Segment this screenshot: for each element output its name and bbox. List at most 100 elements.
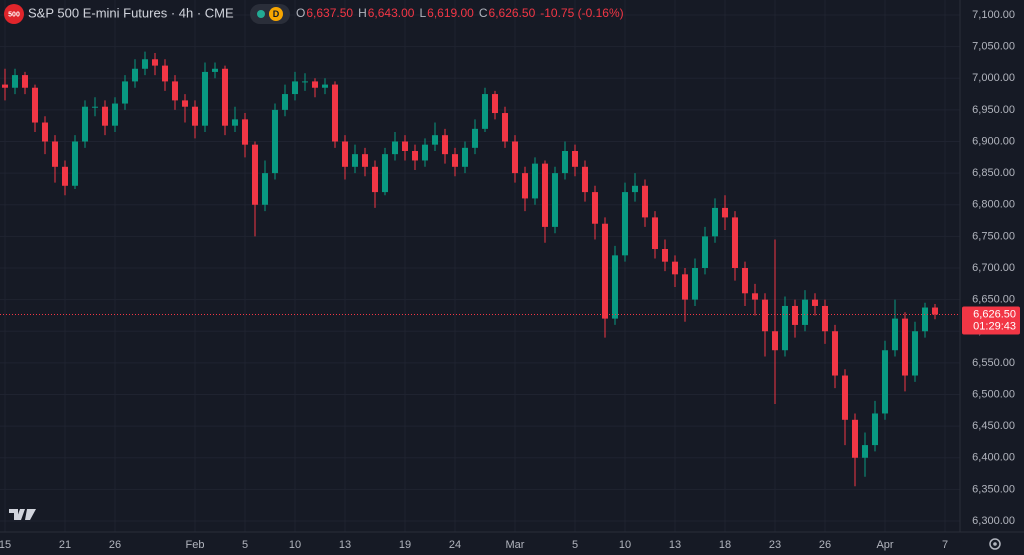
y-tick-label: 6,950.00 (972, 104, 1015, 116)
plot (0, 51, 960, 487)
symbol-badge-text: 500 (8, 11, 20, 18)
x-tick-label: 5 (242, 539, 248, 551)
settings-icon[interactable] (989, 538, 1001, 550)
candle-body (422, 144, 428, 161)
candle-body (742, 268, 748, 294)
candle-body (592, 192, 598, 224)
x-tick-label: 5 (572, 539, 578, 551)
y-tick-label: 6,850.00 (972, 167, 1015, 179)
candle-body (842, 375, 848, 420)
candle-body (322, 84, 328, 88)
candle-body (72, 141, 78, 186)
x-tick-label: 23 (769, 539, 781, 551)
y-tick-label: 6,400.00 (972, 452, 1015, 464)
candle-body (332, 84, 338, 142)
candle-body (722, 207, 728, 218)
candle-body (682, 274, 688, 300)
y-tick-label: 6,300.00 (972, 515, 1015, 527)
candle-body (42, 122, 48, 142)
candle-body (202, 71, 208, 126)
candle-body (732, 217, 738, 268)
candle-body (352, 154, 358, 167)
y-tick-label: 7,050.00 (972, 41, 1015, 53)
last-price-label: 6,626.50 (973, 308, 1016, 320)
x-tick-label: 7 (942, 539, 948, 551)
candle-body (572, 150, 578, 167)
ohlc-value: 6,643.00 (368, 6, 415, 20)
ohlc-value: 6,619.00 (427, 6, 474, 20)
x-tick-label: Feb (186, 539, 205, 551)
candle-body (922, 307, 928, 332)
candle-body (852, 419, 858, 458)
candle-body (752, 293, 758, 300)
candle-body (912, 331, 918, 376)
candle-body (442, 135, 448, 155)
candle-body (2, 84, 8, 88)
ohlc-value: 6,626.50 (489, 6, 536, 20)
x-tick-label: 19 (399, 539, 411, 551)
candle-body (312, 81, 318, 88)
candle-body (172, 81, 178, 101)
candle-body (402, 141, 408, 151)
candle-body (212, 68, 218, 72)
candle-body (122, 81, 128, 104)
x-tick-label: Apr (876, 539, 893, 551)
candle-body (532, 163, 538, 199)
symbol-badge[interactable] (4, 4, 24, 24)
candle-body (762, 299, 768, 332)
candle-body (32, 87, 38, 123)
candle-body (342, 141, 348, 167)
candle-body (612, 255, 618, 319)
candle-body (222, 68, 228, 126)
candle-body (52, 141, 58, 167)
candle-body (542, 163, 548, 227)
chart-title[interactable]: S&P 500 E-mini Futures · 4h · CME (28, 5, 234, 20)
x-tick-label: 13 (339, 539, 351, 551)
x-tick-label: Mar (506, 539, 525, 551)
tradingview-logo (9, 509, 36, 520)
candle-body (632, 185, 638, 193)
candle-body (702, 236, 708, 268)
candle-body (902, 318, 908, 376)
candle-body (472, 128, 478, 148)
candle-body (482, 94, 488, 129)
candle-body (552, 173, 558, 227)
header: 500 S&P 500 E-mini Futures · 4h · CME D … (4, 4, 624, 24)
ohlc-label: H (358, 6, 367, 20)
candle-body (502, 113, 508, 142)
candle-body (932, 307, 938, 315)
y-tick-label: 6,350.00 (972, 483, 1015, 495)
countdown: 01:29:43 (973, 320, 1016, 332)
candle-body (802, 299, 808, 325)
candle-body (152, 59, 158, 66)
candle-body (622, 192, 628, 256)
candle-body (522, 173, 528, 199)
x-tick-label: 10 (289, 539, 301, 551)
candle-body (862, 445, 868, 458)
candle-body (232, 119, 238, 126)
x-tick-label: 26 (109, 539, 121, 551)
last-price-tag (962, 306, 1020, 335)
ohlc-label: L (419, 6, 426, 20)
candle-body (432, 135, 438, 145)
ohlc-values: O 6,637.50 H 6,643.00 L 6,619.00 C 6,626.50 (296, 6, 536, 20)
y-tick-label: 6,800.00 (972, 199, 1015, 211)
candle-body (812, 299, 818, 306)
candle-body (282, 94, 288, 110)
candle-body (392, 141, 398, 155)
candle-body (262, 173, 268, 205)
candle-body (182, 100, 188, 107)
candle-body (872, 413, 878, 446)
candle-body (792, 305, 798, 325)
settings-button[interactable] (989, 538, 1001, 550)
candle-body (782, 305, 788, 351)
y-tick-label: 7,100.00 (972, 9, 1015, 21)
x-tick-label: 21 (59, 539, 71, 551)
x-tick-label: 13 (669, 539, 681, 551)
candle-body (882, 350, 888, 414)
candle-body (462, 147, 468, 167)
y-tick-label: 6,650.00 (972, 294, 1015, 306)
y-tick-label: 6,550.00 (972, 357, 1015, 369)
